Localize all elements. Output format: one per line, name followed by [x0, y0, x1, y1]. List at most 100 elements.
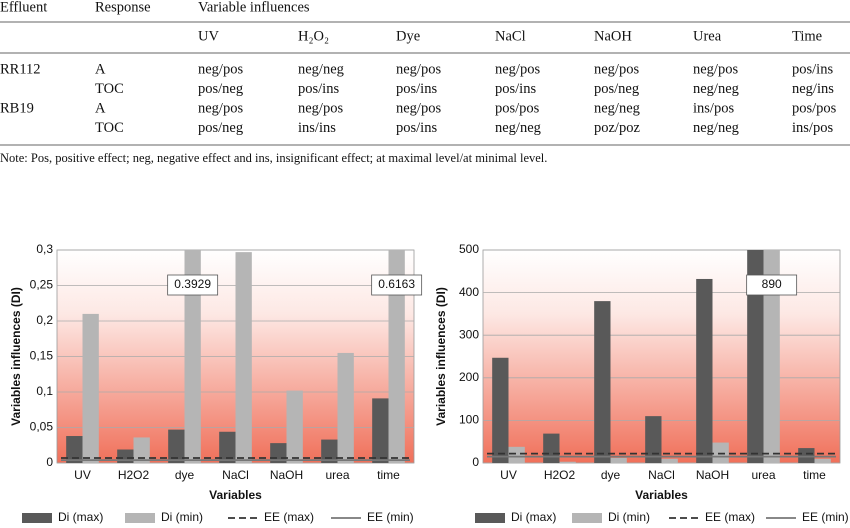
- bar: [372, 398, 389, 463]
- y-tick-label: 0,1: [36, 384, 53, 398]
- bar: [133, 437, 150, 463]
- cell: neg/pos: [594, 61, 639, 77]
- legend-label: EE (max): [705, 510, 755, 524]
- x-tick-label: dye: [175, 468, 195, 482]
- cell: pos/neg: [198, 81, 243, 97]
- y-tick-label: 0,25: [30, 278, 54, 292]
- column-header: NaOH: [594, 28, 632, 44]
- bar: [747, 250, 764, 463]
- legend-swatch: [572, 513, 602, 523]
- y-axis-title: Variables influences (DI): [9, 287, 23, 426]
- y-tick-label: 0,05: [30, 420, 54, 434]
- response: A: [95, 61, 106, 77]
- value-label-box: [167, 274, 219, 296]
- y-tick-label: 100: [459, 413, 479, 427]
- cell: neg/pos: [495, 61, 540, 77]
- bar: [235, 252, 252, 463]
- table-header: Response: [95, 0, 151, 15]
- bar: [661, 458, 678, 463]
- legend-label: Di (min): [608, 510, 650, 524]
- table-header: Effluent: [0, 0, 47, 15]
- cell: ins/pos: [792, 120, 833, 136]
- cell: ins/ins: [298, 120, 336, 136]
- x-tick-label: NaCl: [222, 468, 249, 482]
- bar: [492, 357, 509, 463]
- y-tick-label: 400: [459, 285, 479, 299]
- column-header: Dye: [396, 28, 420, 44]
- column-header: NaCl: [495, 28, 526, 44]
- effluent: RB19: [0, 100, 34, 116]
- column-header: UV: [198, 28, 219, 44]
- x-tick-label: UV: [74, 468, 91, 482]
- y-tick-label: 0,15: [30, 349, 54, 363]
- y-tick-label: 300: [459, 327, 479, 341]
- x-tick-label: urea: [751, 468, 775, 482]
- bar: [696, 278, 713, 463]
- y-tick-label: 500: [459, 242, 479, 256]
- bar: [645, 416, 662, 463]
- cell: neg/pos: [396, 100, 441, 116]
- effluent: RR112: [0, 61, 41, 77]
- cell: pos/neg: [594, 81, 639, 97]
- y-tick-label: 0,3: [36, 242, 53, 256]
- bar: [219, 431, 236, 463]
- x-tick-label: time: [377, 468, 400, 482]
- bar: [610, 457, 627, 463]
- legend-label: Di (min): [161, 510, 203, 524]
- bar: [559, 461, 576, 463]
- legend-swatch: [22, 513, 52, 523]
- response: TOC: [95, 120, 124, 136]
- response: A: [95, 100, 106, 116]
- value-label: 0.6163: [378, 277, 415, 291]
- bar: [814, 458, 831, 463]
- cell: pos/ins: [396, 120, 437, 136]
- x-tick-label: H2O2: [544, 468, 576, 482]
- x-tick-label: NaOH: [696, 468, 729, 482]
- legend-label: EE (max): [264, 510, 314, 524]
- cell: neg/neg: [298, 61, 344, 77]
- bar: [388, 250, 405, 463]
- cell: pos/ins: [792, 61, 833, 77]
- note: Note: Pos, positive effect; neg, negativ…: [0, 151, 547, 165]
- x-tick-label: urea: [325, 468, 349, 482]
- cell: pos/ins: [396, 81, 437, 97]
- cell: pos/ins: [495, 81, 536, 97]
- column-header: H₂O₂: [298, 28, 329, 44]
- cell: neg/pos: [198, 61, 243, 77]
- response: TOC: [95, 81, 124, 97]
- legend-label: Di (max): [511, 510, 556, 524]
- cell: poz/poz: [594, 120, 640, 136]
- cell: neg/neg: [495, 120, 541, 136]
- bar: [543, 433, 560, 463]
- cell: pos/neg: [198, 120, 243, 136]
- bar: [763, 250, 780, 463]
- value-label-box: [371, 274, 423, 296]
- legend-label: EE (min): [367, 510, 414, 524]
- y-tick-label: 200: [459, 370, 479, 384]
- cell: pos/pos: [495, 100, 540, 116]
- y-axis-title: Variables influences (DI): [434, 287, 448, 426]
- x-tick-label: H2O2: [118, 468, 150, 482]
- cell: pos/pos: [792, 100, 837, 116]
- x-axis-title: Variables: [209, 488, 262, 502]
- cell: neg/ins: [792, 81, 834, 97]
- x-tick-label: UV: [500, 468, 517, 482]
- bar: [508, 446, 525, 463]
- cell: neg/pos: [693, 61, 738, 77]
- y-tick-label: 0: [472, 455, 479, 469]
- bar: [286, 390, 303, 463]
- cell: neg/pos: [298, 100, 343, 116]
- value-label: 0.3929: [174, 277, 211, 291]
- bar: [337, 352, 354, 463]
- bar: [594, 301, 611, 463]
- x-tick-label: NaOH: [270, 468, 303, 482]
- x-tick-label: time: [803, 468, 826, 482]
- column-header: Urea: [693, 28, 722, 44]
- x-axis-title: Variables: [635, 488, 688, 502]
- legend-label: Di (max): [58, 510, 103, 524]
- column-header: Time: [792, 28, 822, 44]
- cell: ins/pos: [693, 100, 734, 116]
- legend-swatch: [475, 513, 505, 523]
- bar: [798, 448, 815, 463]
